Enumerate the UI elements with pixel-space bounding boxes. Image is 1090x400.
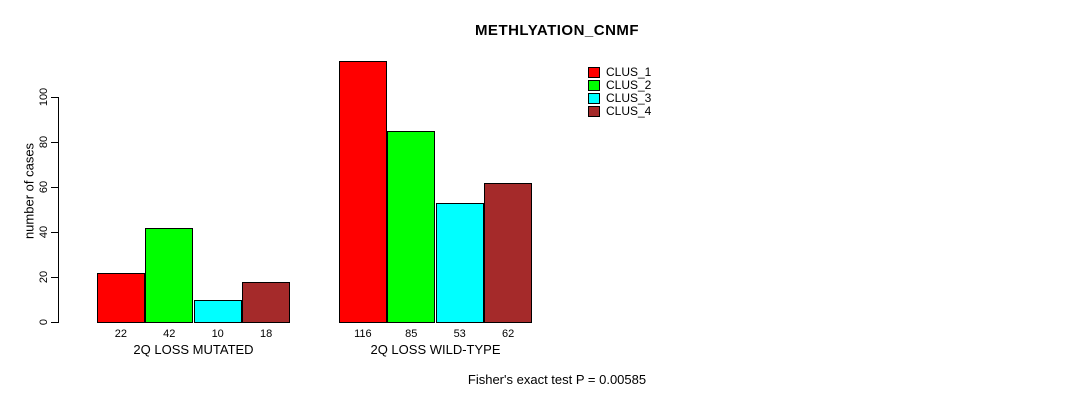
bar-clus_2-group2 (387, 130, 436, 323)
legend-row-clus_4: CLUS_4 (588, 105, 651, 118)
y-tick-label-80: 80 (38, 135, 50, 149)
legend-swatch-clus_4 (588, 106, 600, 117)
y-tick-mark-20 (51, 276, 59, 278)
bar-value-label: 22 (114, 328, 128, 340)
y-tick-label-40: 40 (38, 225, 50, 239)
bar-clus_1-group2 (338, 61, 388, 323)
legend-label-clus_4: CLUS_4 (606, 104, 652, 118)
group-label-2: 2Q LOSS WILD-TYPE (370, 342, 501, 357)
bar-clus_4-group1 (241, 281, 291, 323)
legend-swatch-clus_1 (588, 67, 600, 78)
legend-label-clus_2: CLUS_2 (606, 78, 652, 92)
legend-row-clus_3: CLUS_3 (588, 92, 651, 105)
bar-clus_1-group1 (96, 272, 146, 323)
legend-swatch-clus_2 (588, 80, 600, 91)
bar-clus_3-group2 (435, 202, 484, 323)
bar-value-label: 42 (163, 328, 176, 340)
y-tick-mark-60 (51, 186, 59, 188)
bar-value-label: 116 (354, 328, 372, 340)
y-tick-label-0: 0 (38, 318, 50, 326)
y-tick-mark-40 (51, 231, 59, 233)
group-label-1: 2Q LOSS MUTATED (133, 342, 254, 357)
chart-title: METHLYATION_CNMF (474, 22, 640, 39)
y-axis-line (58, 97, 59, 322)
bar-clus_4-group2 (483, 182, 533, 323)
bar-value-label: 62 (501, 328, 515, 340)
legend-label-clus_3: CLUS_3 (606, 91, 652, 105)
y-tick-mark-100 (51, 96, 59, 98)
bar-value-label: 18 (259, 328, 273, 340)
legend-row-clus_1: CLUS_1 (588, 66, 651, 79)
legend-row-clus_2: CLUS_2 (588, 79, 651, 92)
y-tick-mark-0 (51, 321, 59, 323)
bar-value-label: 10 (211, 328, 224, 340)
fisher-test-annotation: Fisher's exact test P = 0.00585 (467, 372, 647, 387)
y-tick-label-20: 20 (38, 270, 50, 284)
bar-value-label: 85 (405, 328, 418, 340)
y-tick-label-60: 60 (38, 180, 50, 194)
bar-value-label: 53 (453, 328, 466, 340)
legend: CLUS_1 CLUS_2 CLUS_3 CLUS_4 (588, 66, 651, 118)
y-tick-label-100: 100 (38, 87, 50, 107)
legend-swatch-clus_3 (588, 93, 600, 104)
y-axis-title: number of cases (21, 142, 37, 240)
y-tick-mark-80 (51, 141, 59, 143)
bar-clus_3-group1 (193, 299, 242, 323)
bar-clus_2-group1 (145, 227, 194, 323)
legend-label-clus_1: CLUS_1 (606, 65, 652, 79)
